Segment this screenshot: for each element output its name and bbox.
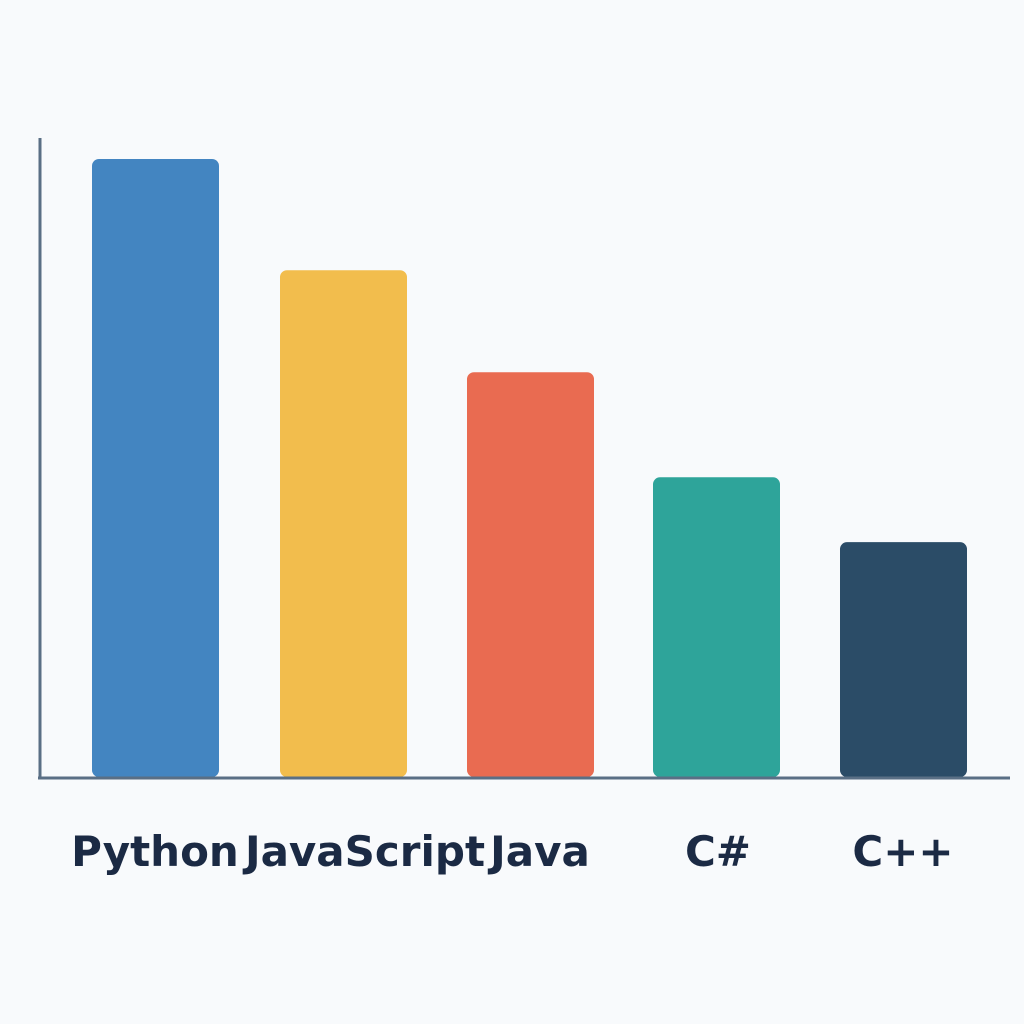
- x-tick-labels-group: Python JavaScript Java C# C++: [71, 827, 953, 876]
- bar-javascript: [280, 270, 407, 777]
- bar-csharp: [653, 477, 780, 777]
- x-tick-label: Python: [71, 827, 239, 876]
- x-tick-label: JavaScript: [242, 827, 485, 876]
- x-tick-label: C#: [685, 827, 751, 876]
- bar-java: [467, 372, 594, 777]
- x-tick-label: Java: [487, 827, 590, 876]
- bar-cplusplus: [840, 542, 967, 777]
- bars-group: [92, 159, 967, 777]
- bar-python: [92, 159, 219, 777]
- x-tick-label: C++: [852, 827, 953, 876]
